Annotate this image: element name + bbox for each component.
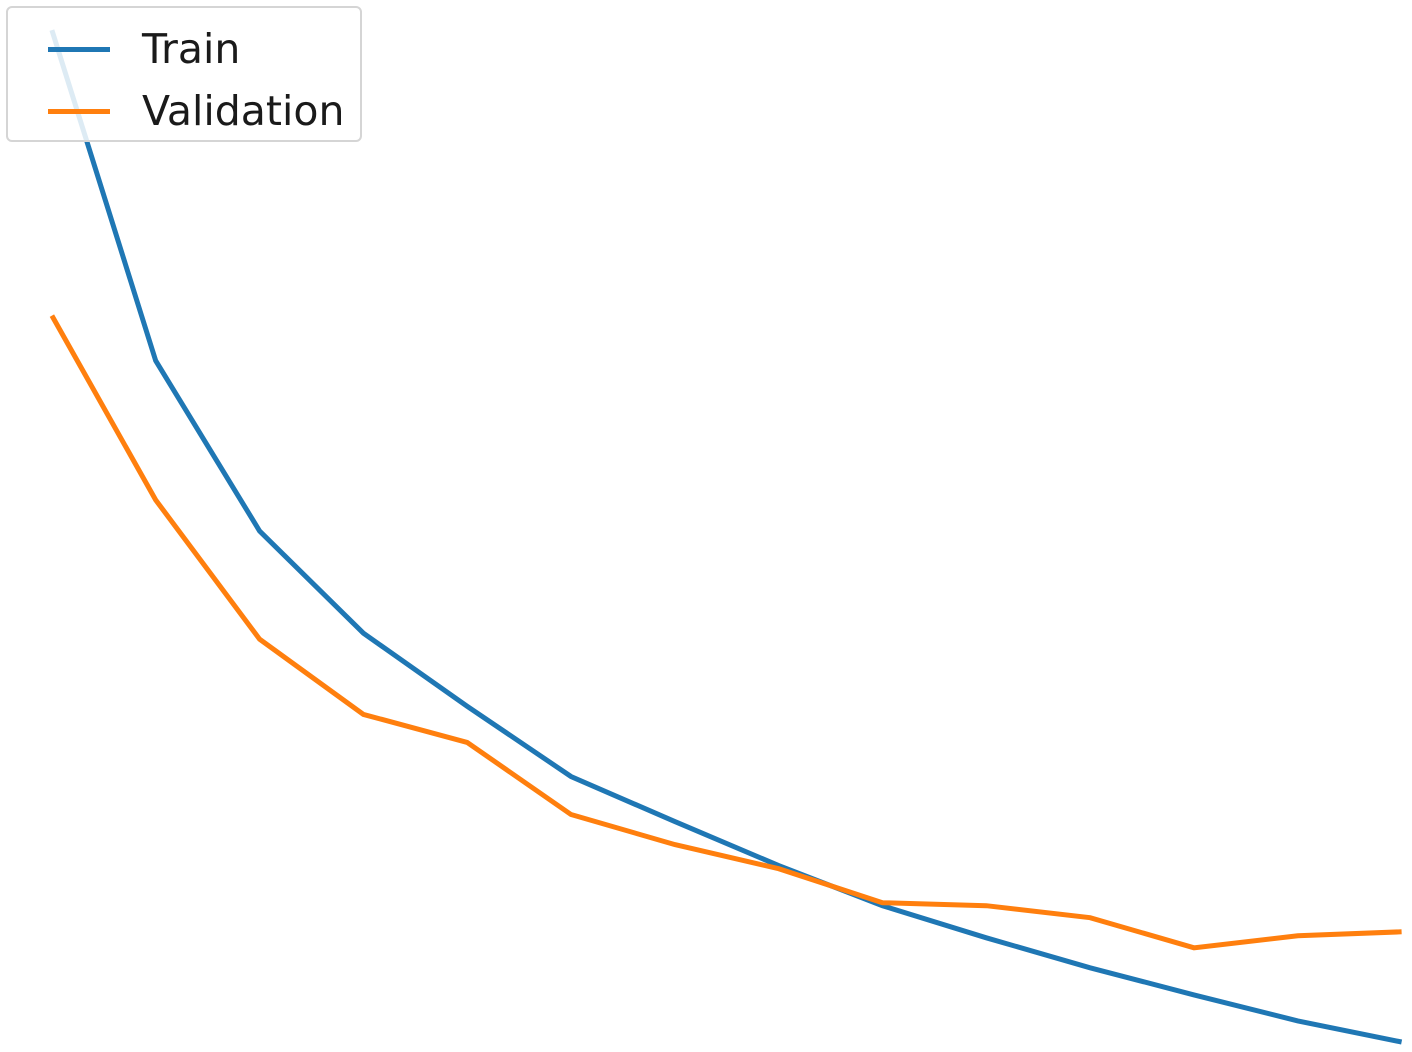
- legend-swatch-train: [48, 47, 110, 52]
- legend-label-train: Train: [142, 25, 241, 73]
- legend: Train Validation: [6, 6, 362, 142]
- series-line-train: [49, 29, 1403, 1045]
- legend-item-train: Train: [8, 25, 360, 73]
- legend-label-validation: Validation: [142, 87, 345, 135]
- legend-item-validation: Validation: [8, 87, 360, 135]
- legend-swatch-validation: [48, 109, 110, 114]
- series-line-validation: [49, 314, 1402, 951]
